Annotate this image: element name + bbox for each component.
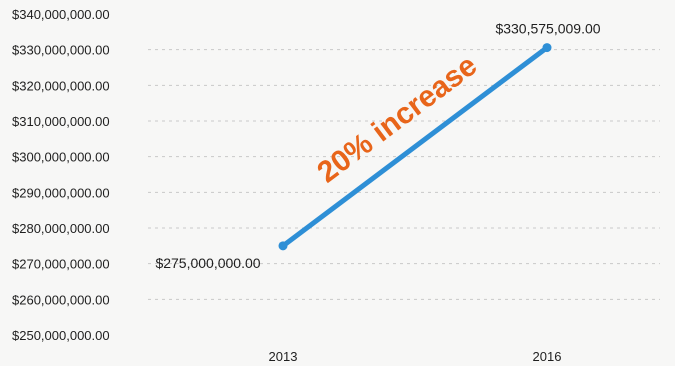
y-tick-label: $340,000,000.00	[12, 7, 110, 22]
y-tick-label: $290,000,000.00	[12, 185, 110, 200]
data-point	[278, 241, 288, 251]
data-labels: $275,000,000.00 $330,575,009.00	[155, 21, 600, 271]
y-tick-label: $310,000,000.00	[12, 114, 110, 129]
annotation: 20% increase	[311, 49, 483, 190]
gridlines	[148, 49, 660, 300]
y-axis-tick-labels: $340,000,000.00 $330,000,000.00 $320,000,0…	[12, 7, 110, 343]
data-point	[542, 43, 552, 53]
annotation-text: 20% increase	[311, 49, 483, 190]
y-tick-label: $300,000,000.00	[12, 150, 110, 165]
y-tick-label: $250,000,000.00	[12, 328, 110, 343]
y-tick-label: $320,000,000.00	[12, 78, 110, 93]
y-tick-label: $280,000,000.00	[12, 221, 110, 236]
series-line	[280, 45, 550, 249]
x-category-label: 2016	[533, 349, 562, 364]
data-label: $330,575,009.00	[495, 21, 600, 37]
series	[278, 43, 552, 251]
x-axis-category-labels: 2013 2016	[269, 349, 562, 364]
y-tick-label: $260,000,000.00	[12, 292, 110, 307]
x-category-label: 2013	[269, 349, 298, 364]
y-tick-label: $270,000,000.00	[12, 257, 110, 272]
y-tick-label: $330,000,000.00	[12, 43, 110, 58]
data-label: $275,000,000.00	[155, 255, 260, 271]
